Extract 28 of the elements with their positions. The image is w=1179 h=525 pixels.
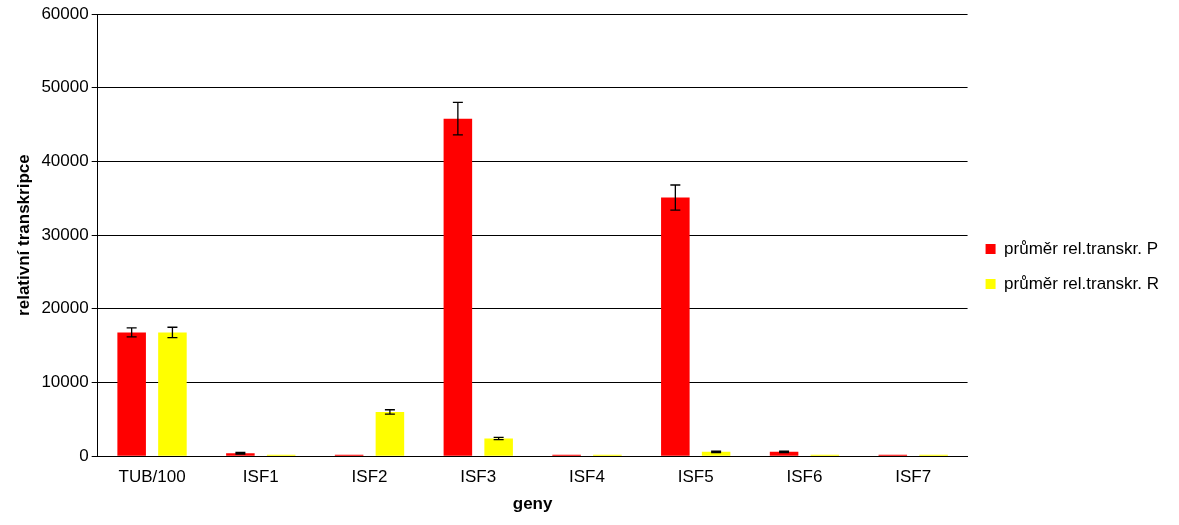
x-tick-label: ISF6 bbox=[786, 467, 823, 487]
y-axis-title: relativní transkripce bbox=[13, 154, 33, 316]
x-tick-label: TUB/100 bbox=[118, 467, 186, 487]
bar bbox=[769, 451, 799, 456]
x-tick-label: ISF5 bbox=[677, 467, 714, 487]
bar bbox=[226, 453, 255, 456]
y-tick-label: 10000 bbox=[41, 372, 89, 392]
x-tick-label: ISF2 bbox=[351, 467, 388, 487]
bar bbox=[375, 411, 405, 456]
x-tick-label: ISF3 bbox=[460, 467, 497, 487]
bar bbox=[158, 332, 187, 456]
y-tick-label: 50000 bbox=[41, 77, 89, 97]
bar bbox=[443, 118, 473, 456]
bar bbox=[701, 451, 731, 456]
legend-label: průměr rel.transkr. P bbox=[1004, 238, 1159, 258]
x-tick-label: ISF1 bbox=[242, 467, 279, 487]
bar bbox=[661, 197, 690, 456]
x-tick-label: ISF4 bbox=[569, 467, 605, 487]
y-tick-label: 20000 bbox=[41, 298, 89, 318]
y-tick-label: 0 bbox=[79, 445, 89, 465]
y-tick-label: 30000 bbox=[41, 224, 89, 244]
legend-label: průměr rel.transkr. R bbox=[1004, 273, 1160, 293]
y-tick-label: 40000 bbox=[41, 151, 89, 171]
y-tick-label: 60000 bbox=[41, 3, 89, 23]
x-tick-label: ISF7 bbox=[895, 467, 932, 487]
x-axis-title: geny bbox=[512, 494, 553, 514]
bar bbox=[117, 332, 146, 456]
bar bbox=[484, 438, 513, 456]
